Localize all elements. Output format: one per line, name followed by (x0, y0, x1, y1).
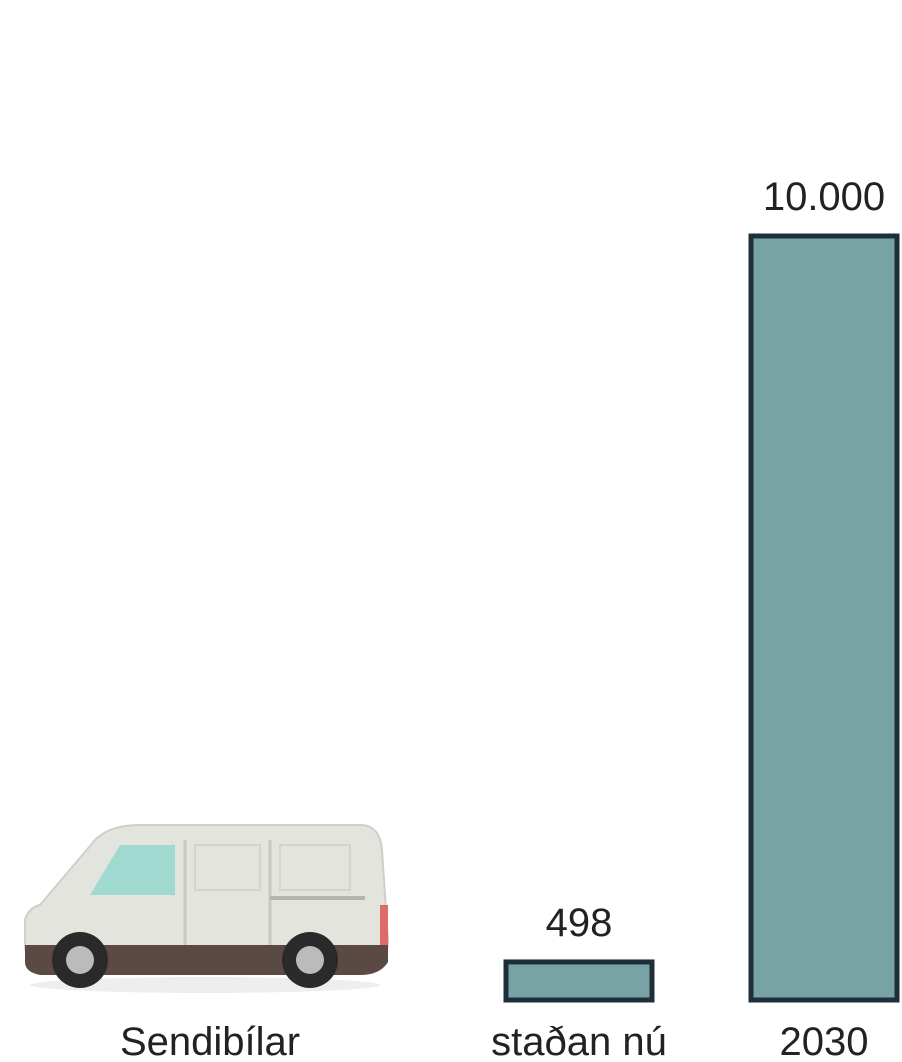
x-tick-label: 2030 (780, 1020, 869, 1062)
bar (748, 233, 900, 1003)
value-label: 498 (546, 901, 613, 945)
van-icon (24, 824, 390, 993)
value-label: 10.000 (763, 175, 885, 219)
chart-subject: Sendibílar (120, 1020, 300, 1062)
bar (503, 959, 655, 1003)
x-tick-label: staðan nú (491, 1020, 667, 1062)
